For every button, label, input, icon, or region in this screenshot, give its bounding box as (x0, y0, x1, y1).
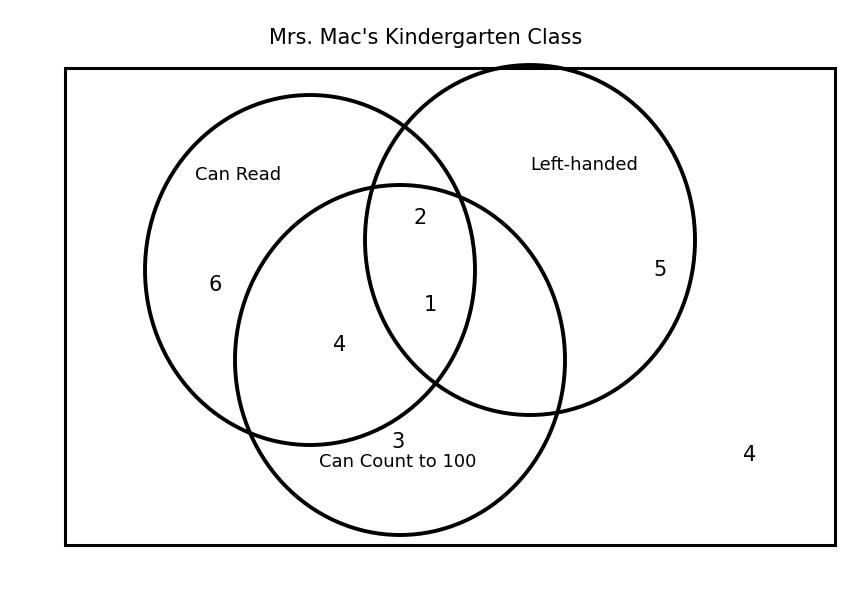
Text: Left-handed: Left-handed (530, 156, 638, 174)
Bar (65, 68, 835, 545)
Text: 2: 2 (413, 208, 427, 228)
Text: 1: 1 (423, 295, 436, 315)
Text: 3: 3 (391, 432, 405, 452)
Text: Can Count to 100: Can Count to 100 (320, 453, 476, 471)
Text: Mrs. Mac's Kindergarten Class: Mrs. Mac's Kindergarten Class (269, 28, 583, 48)
Text: 4: 4 (333, 335, 347, 355)
Text: 5: 5 (653, 260, 666, 280)
Text: 6: 6 (208, 275, 222, 295)
Text: 4: 4 (744, 445, 757, 465)
Text: Can Read: Can Read (195, 166, 281, 184)
